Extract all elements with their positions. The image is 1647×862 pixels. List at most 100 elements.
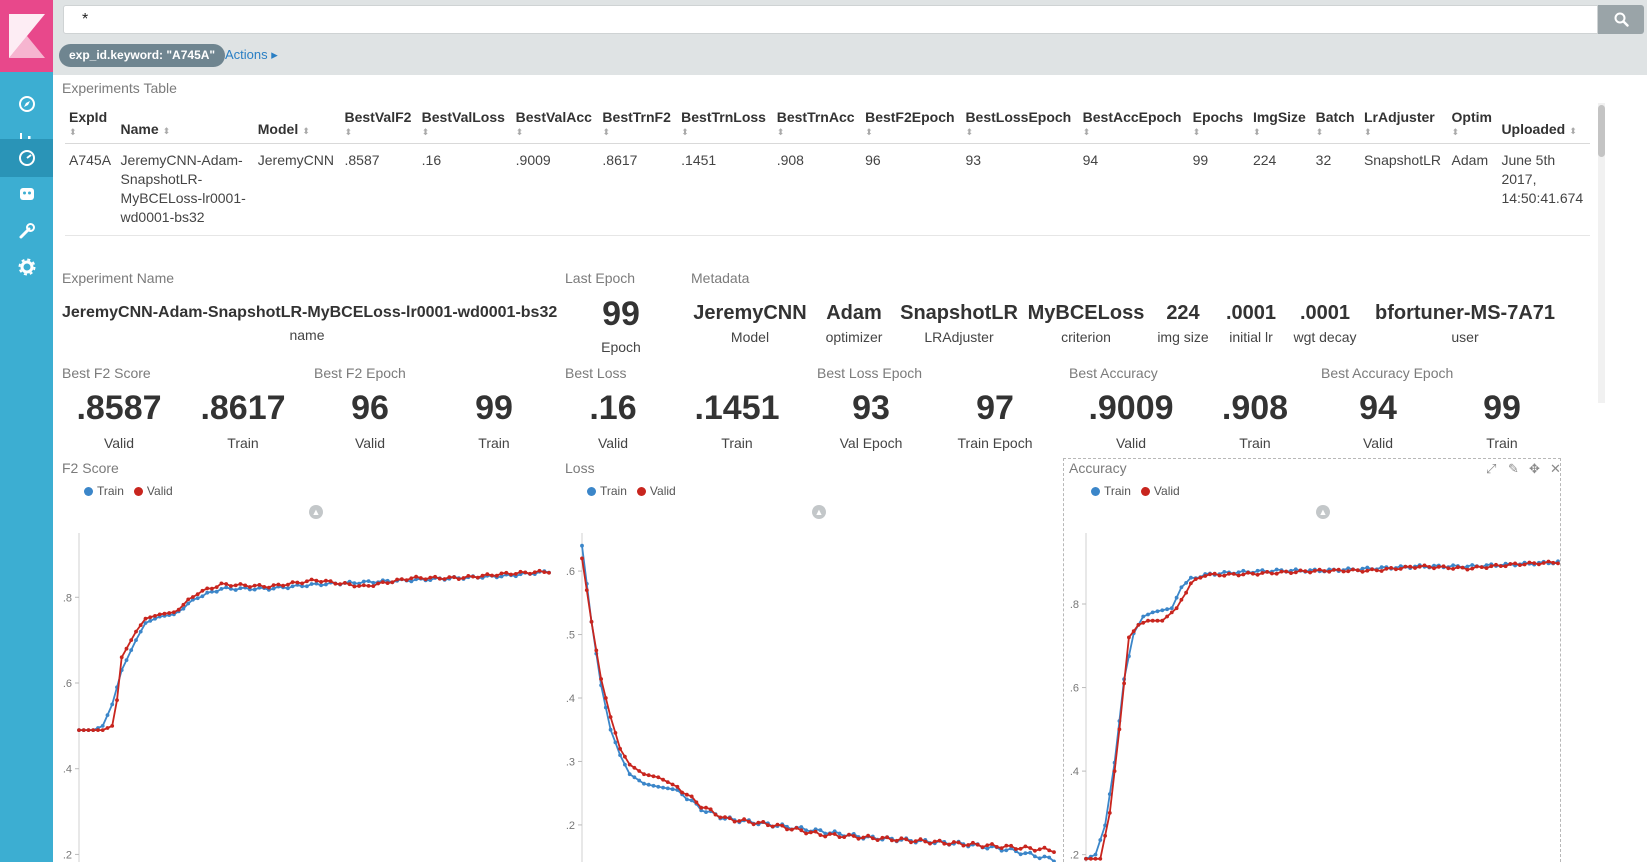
sort-icon[interactable]: ⬍ (965, 127, 973, 137)
data-point-train (314, 581, 319, 586)
kibana-logo[interactable] (0, 0, 53, 72)
table-scrollbar-thumb[interactable] (1598, 105, 1605, 157)
sort-icon[interactable]: ⬍ (602, 127, 610, 137)
table-row[interactable]: A745A JeremyCNN-Adam- SnapshotLR- MyBCEL… (65, 143, 1590, 236)
sort-icon[interactable]: ⬍ (69, 127, 77, 137)
sort-icon[interactable]: ⬍ (344, 127, 353, 137)
column-header-bestlossepoch[interactable]: BestLossEpoch ⬍ (961, 105, 1079, 144)
table-scrollbar-track[interactable] (1598, 103, 1605, 403)
sort-icon[interactable]: ⬍ (865, 127, 873, 137)
column-header-bestaccepoch[interactable]: BestAccEpoch ⬍ (1078, 105, 1189, 144)
sort-icon[interactable]: ⬍ (1192, 127, 1201, 137)
data-point-valid (1332, 568, 1336, 572)
column-header-imgsize[interactable]: ImgSize ⬍ (1248, 105, 1312, 144)
legend-dot-train (587, 486, 596, 496)
line-chart-2[interactable]: .2 .4 .6 .8 (1060, 525, 1560, 862)
y-tick-label: .4 (63, 764, 72, 776)
metric-value: .8587 (76, 389, 162, 427)
column-header-epochs[interactable]: Epochs ⬍ (1188, 105, 1249, 144)
data-point-valid (1494, 562, 1498, 567)
column-header-bestvalloss[interactable]: BestValLoss ⬍ (417, 105, 512, 144)
legend-label-valid: Valid (649, 484, 676, 498)
filter-pill[interactable]: exp_id.keyword: "A745A" (59, 44, 226, 67)
column-header-besttrnacc[interactable]: BestTrnAcc ⬍ (772, 105, 862, 144)
data-point-valid (980, 845, 985, 849)
sort-icon[interactable]: ⬍ (1315, 127, 1324, 137)
sort-icon[interactable]: ⬍ (1252, 127, 1261, 137)
column-header-batch[interactable]: Batch ⬍ (1311, 105, 1360, 144)
sort-icon[interactable]: ⬍ (1082, 127, 1091, 137)
data-point-valid (1537, 562, 1541, 567)
data-point-valid (437, 576, 442, 581)
sort-icon[interactable]: ⬍ (421, 127, 430, 137)
data-point-valid (1189, 581, 1193, 586)
move-icon[interactable]: ✥ (1529, 461, 1540, 476)
legend-label-train: Train (1104, 484, 1131, 498)
chart-legend[interactable]: Train Valid (1091, 484, 1186, 498)
column-header-bestvalacc[interactable]: BestValAcc ⬍ (511, 105, 599, 144)
sort-icon[interactable]: ⬍ (1363, 127, 1372, 137)
metric-value: .16 (589, 389, 637, 427)
data-point-valid (1037, 847, 1042, 852)
data-point-train (1093, 852, 1098, 857)
chart-legend[interactable]: Train Valid (587, 484, 682, 498)
fullscreen-icon[interactable]: ⤢ (1486, 461, 1497, 476)
sort-icon[interactable]: ⬍ (162, 126, 171, 136)
timelion-nav-icon[interactable] (0, 175, 53, 213)
column-header-expid[interactable]: ExpId ⬍ (65, 105, 117, 144)
column-header-bestf2epoch[interactable]: BestF2Epoch ⬍ (861, 105, 962, 144)
sort-icon[interactable]: ⬍ (681, 127, 689, 137)
sort-icon[interactable]: ⬍ (1569, 126, 1577, 136)
data-point-valid (286, 582, 290, 587)
data-point-valid (727, 816, 732, 821)
close-icon[interactable]: ✕ (1550, 461, 1561, 476)
column-header-besttrnloss[interactable]: BestTrnLoss ⬍ (677, 105, 773, 144)
column-header-optim[interactable]: Optim ⬍ (1447, 105, 1498, 144)
chevron-up-icon[interactable]: ▲ (812, 505, 826, 519)
dashboard-nav-icon[interactable] (0, 139, 53, 177)
data-point-valid (509, 572, 513, 577)
data-point-valid (380, 580, 385, 584)
data-point-valid (243, 583, 248, 588)
chevron-up-icon[interactable]: ▲ (309, 505, 323, 519)
sort-icon[interactable]: ⬍ (515, 127, 524, 137)
column-header-besttrnf2[interactable]: BestTrnF2 ⬍ (598, 105, 678, 144)
accuracy-panel-frame[interactable] (1063, 458, 1561, 862)
data-point-train (309, 582, 314, 586)
data-point-valid (1498, 564, 1503, 568)
management-gear-icon[interactable] (0, 248, 53, 286)
data-point-valid (580, 556, 584, 561)
chevron-up-icon[interactable]: ▲ (1316, 505, 1330, 519)
data-point-valid (718, 815, 723, 820)
line-chart-1[interactable]: .2 .3 .4 .5 .6 (556, 525, 1056, 862)
column-header-bestvalf2[interactable]: BestValF2 ⬍ (340, 105, 418, 144)
column-header-model[interactable]: Model ⬍ (253, 105, 341, 144)
data-point-valid (1136, 623, 1141, 627)
data-point-valid (985, 843, 990, 848)
sort-icon[interactable]: ⬍ (1451, 127, 1460, 137)
data-point-train (1274, 567, 1279, 572)
devtools-wrench-icon[interactable] (0, 212, 53, 250)
sort-icon[interactable]: ⬍ (302, 126, 310, 136)
sort-icon[interactable]: ⬍ (776, 127, 785, 137)
data-point-valid (1018, 846, 1023, 851)
edit-pencil-icon[interactable]: ✎ (1508, 461, 1519, 476)
data-point-valid (632, 765, 637, 770)
search-button[interactable] (1598, 5, 1644, 34)
column-header-uploaded[interactable]: Uploaded ⬍ (1497, 105, 1590, 144)
filter-actions-link[interactable]: Actions ▸ (225, 47, 278, 62)
data-point-valid (627, 762, 632, 767)
column-header-name[interactable]: Name ⬍ (116, 105, 254, 144)
data-point-valid (1279, 569, 1284, 574)
data-point-valid (1355, 568, 1360, 573)
data-point-train (580, 543, 584, 548)
chart-legend[interactable]: Train Valid (84, 484, 179, 498)
data-point-valid (670, 782, 675, 787)
search-input[interactable] (63, 5, 1598, 34)
data-point-valid (808, 830, 813, 835)
line-chart-0[interactable]: .2 .4 .6 .8 (53, 525, 551, 862)
discover-nav-icon[interactable] (0, 85, 53, 123)
column-header-lradjuster[interactable]: LrAdjuster ⬍ (1359, 105, 1448, 144)
data-point-valid (1322, 569, 1327, 573)
data-point-valid (77, 728, 81, 732)
